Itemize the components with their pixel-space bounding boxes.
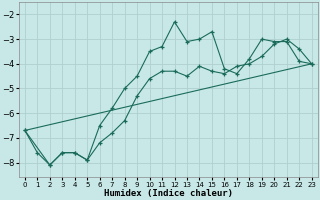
X-axis label: Humidex (Indice chaleur): Humidex (Indice chaleur) <box>104 189 233 198</box>
